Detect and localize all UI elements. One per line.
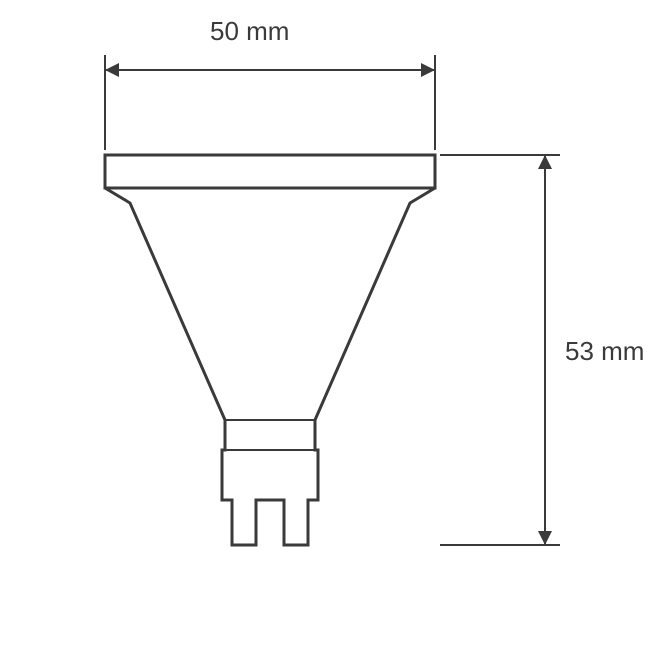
arrow-right-icon [421, 63, 435, 77]
height-label: 53 mm [565, 336, 644, 366]
arrow-down-icon [538, 531, 552, 545]
arrow-left-icon [105, 63, 119, 77]
bulb-body [105, 188, 435, 545]
arrow-up-icon [538, 155, 552, 169]
bulb-rim [105, 155, 435, 188]
width-label: 50 mm [210, 16, 289, 46]
